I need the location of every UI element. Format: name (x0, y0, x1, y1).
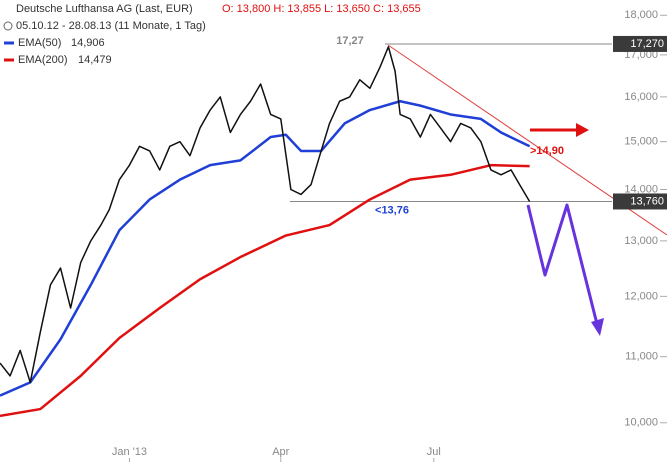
y-tick-label: 13,000 (624, 235, 658, 247)
target-arrowhead (576, 123, 589, 137)
legend-name: EMA(200) (18, 54, 68, 66)
x-tick-label: Jul (427, 446, 441, 458)
ema-line (0, 100, 531, 397)
level-label: <13,76 (375, 204, 409, 216)
target-label: >14,90 (530, 145, 564, 157)
ema-line (0, 163, 530, 418)
legend-name: EMA(50) (18, 37, 61, 49)
y-tick-label: 15,000 (624, 136, 658, 148)
y-tick-label: 14,000 (624, 183, 658, 195)
y-tick-label: 16,000 (624, 91, 658, 103)
y-tick-label: 12,000 (624, 290, 658, 302)
x-tick-label: Jan '13 (112, 446, 147, 458)
price-tag-bg (613, 35, 667, 52)
price-line (0, 46, 531, 384)
quote: O: 13,800 H: 13,855 L: 13,650 C: 13,655 (222, 3, 421, 15)
price-tag-bg (613, 193, 667, 210)
subtitle: 05.10.12 - 28.08.13 (11 Monate, 1 Tag) (16, 20, 206, 32)
projection-arrow (526, 203, 600, 329)
level-label: 17,27 (336, 35, 364, 47)
legend-value: 14,906 (71, 37, 105, 49)
y-tick-label: 10,000 (624, 417, 658, 429)
legend-value: 14,479 (78, 54, 112, 66)
chart-title: Deutsche Lufthansa AG (Last, EUR) (16, 3, 193, 15)
projection-arrowhead (591, 318, 604, 336)
price-tag: 17,270 (630, 38, 664, 50)
x-tick-label: Apr (272, 446, 289, 458)
y-tick-label: 11,000 (625, 351, 658, 363)
clock-icon (3, 21, 13, 31)
y-tick-label: 18,000 (624, 9, 658, 21)
price-tag: 13,760 (630, 195, 664, 207)
